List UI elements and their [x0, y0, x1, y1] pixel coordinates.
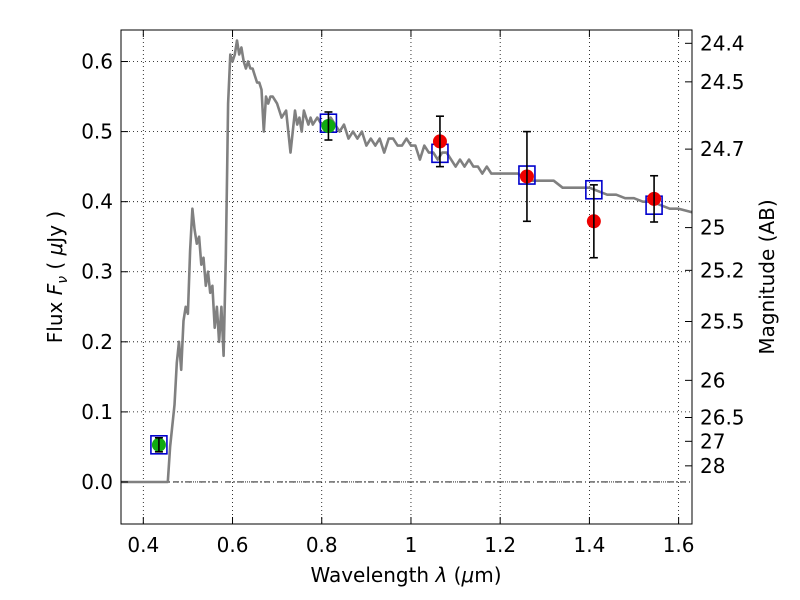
plot-area [121, 30, 692, 524]
y-tick-label: 0.5 [81, 120, 113, 144]
magnitude-tick-label: 25.5 [700, 309, 745, 333]
magnitude-tick-label: 24.5 [700, 70, 745, 94]
magnitude-tick-label: 27 [700, 429, 725, 453]
y-tick-label: 0.0 [81, 470, 113, 494]
grid [121, 30, 692, 524]
plot-frame [120, 29, 693, 525]
x-tick-label: 1.4 [573, 533, 605, 557]
model-photometry-square [150, 435, 168, 455]
data-layer [121, 39, 693, 484]
magnitude-tick-label: 25.2 [700, 258, 745, 282]
magnitude-tick-label: 28 [700, 454, 725, 478]
y-axis-label: Flux Fν ( μJy ) [43, 211, 71, 343]
magnitude-tick-label: 24.7 [700, 137, 745, 161]
x-tick-label: 1.6 [663, 533, 695, 557]
ticks: 0.4 0.6 0.8 1 1.2 1.4 1.6 0.0 0.1 0.2 0.3 0.4 0.5 0.6… [81, 30, 745, 557]
y-tick-label: 0.1 [81, 400, 113, 424]
y-tick-label: 0.4 [81, 190, 113, 214]
x-tick-label: 1.2 [484, 533, 516, 557]
x-axis-label: Wavelength λ (μm) [310, 563, 501, 587]
y-tick-label: 0.6 [81, 50, 113, 74]
magnitude-tick-label: 26 [700, 368, 725, 392]
x-tick-label: 0.8 [306, 533, 338, 557]
x-tick-label: 1 [405, 533, 418, 557]
magnitude-tick-label: 25 [700, 216, 725, 240]
y-right-axis-label: Magnitude (AB) [755, 199, 779, 354]
model-spectrum-line [121, 39, 693, 484]
magnitude-tick-label: 26.5 [700, 405, 745, 429]
magnitude-tick-label: 24.4 [700, 31, 745, 55]
x-tick-label: 0.6 [217, 533, 249, 557]
y-tick-label: 0.3 [81, 260, 113, 284]
y-tick-label: 0.2 [81, 330, 113, 354]
x-tick-label: 0.4 [127, 533, 159, 557]
